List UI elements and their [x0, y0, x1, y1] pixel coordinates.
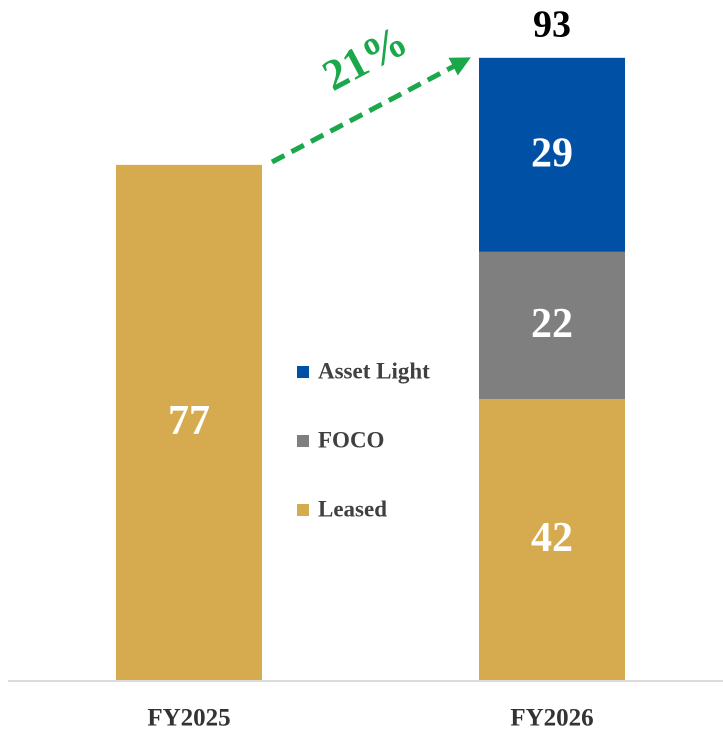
legend-label: Asset Light [318, 358, 430, 383]
bar-segment [116, 164, 262, 680]
value-label: 42 [531, 515, 573, 561]
growth-arrow [270, 57, 471, 165]
total-label: 93 [533, 4, 571, 46]
bar-segment [479, 57, 625, 252]
x-tick-label: FY2026 [510, 705, 593, 732]
x-tick-label: FY2025 [147, 705, 230, 732]
legend-label: FOCO [318, 427, 384, 452]
bar-segment [479, 251, 625, 400]
legend-swatch [297, 366, 309, 378]
bar-segment [479, 399, 625, 680]
legend-label: Leased [318, 496, 387, 521]
legend-swatch [297, 435, 309, 447]
growth-annotation: 21% [315, 16, 416, 101]
value-label: 77 [168, 398, 210, 444]
legend-swatch [297, 504, 309, 516]
value-label: 29 [531, 130, 573, 176]
value-label: 22 [531, 301, 573, 347]
